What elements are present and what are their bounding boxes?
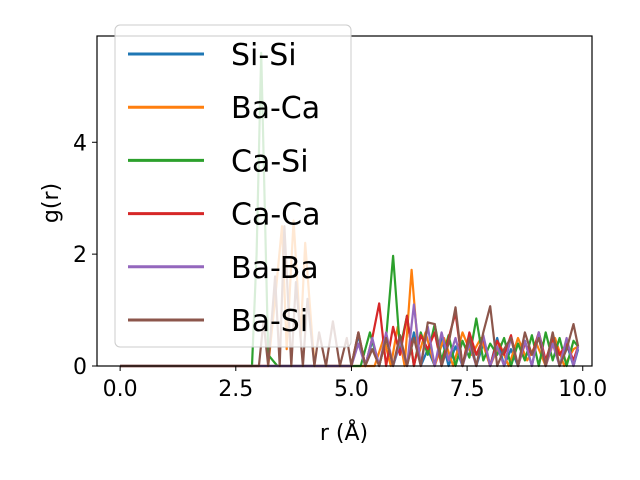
y-tick-label: 2 xyxy=(73,243,87,268)
x-tick-label: 10.0 xyxy=(558,377,607,402)
x-axis-ticks: 0.0 2.5 5.0 7.5 10.0 xyxy=(103,366,607,402)
legend-label-ca-ca: Ca-Ca xyxy=(231,198,321,233)
x-axis-label: r (Å) xyxy=(320,419,368,446)
y-axis-ticks: 0 2 4 xyxy=(73,131,97,380)
legend-label-si-si: Si-Si xyxy=(231,38,297,73)
legend-label-ba-si: Ba-Si xyxy=(231,304,308,339)
y-tick-label: 4 xyxy=(73,131,87,156)
x-tick-label: 7.5 xyxy=(450,377,485,402)
y-axis-label: g(r) xyxy=(39,183,64,223)
legend: Si-Si Ba-Ca Ca-Si Ca-Ca Ba-Ba Ba-Si xyxy=(114,24,352,348)
legend-label-ca-si: Ca-Si xyxy=(231,144,309,179)
x-tick-label: 0.0 xyxy=(103,377,138,402)
x-tick-label: 5.0 xyxy=(334,377,369,402)
legend-label-ba-ba: Ba-Ba xyxy=(231,251,319,286)
y-tick-label: 0 xyxy=(73,355,87,380)
x-tick-label: 2.5 xyxy=(218,377,253,402)
legend-label-ba-ca: Ba-Ca xyxy=(231,91,320,126)
legend-box xyxy=(114,24,352,348)
